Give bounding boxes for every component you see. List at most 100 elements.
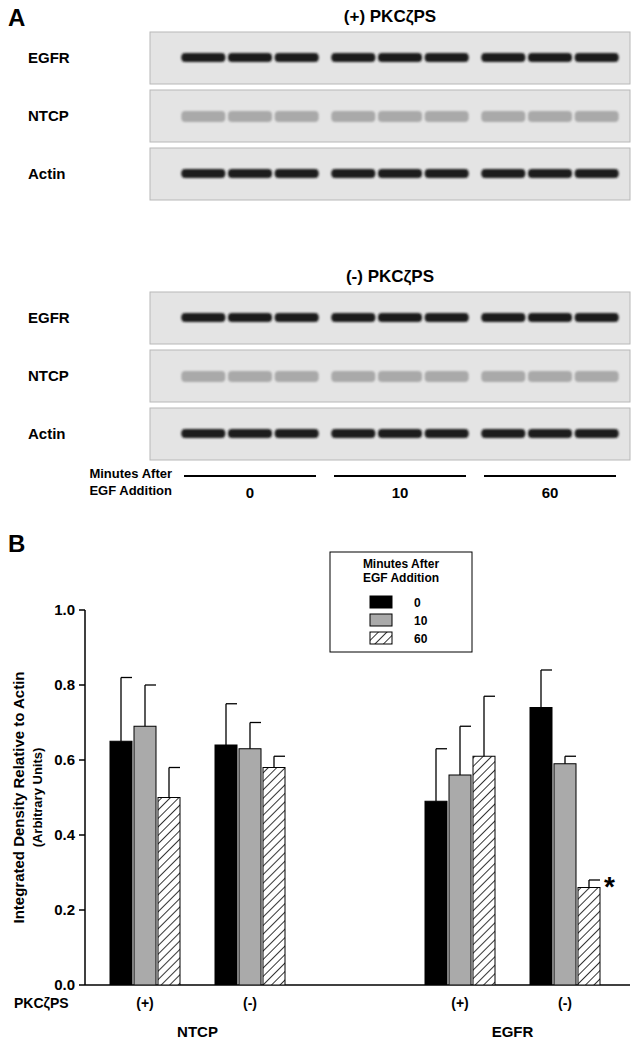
blot-band <box>575 111 619 122</box>
blot-band <box>275 111 319 122</box>
bar <box>110 741 132 985</box>
blot-band <box>228 371 272 382</box>
legend-swatch <box>370 596 392 608</box>
bar <box>578 888 600 986</box>
error-stem <box>120 678 121 742</box>
blot-band <box>331 371 375 382</box>
blot-band <box>181 371 225 382</box>
time-axis-label: Minutes AfterEGF Addition <box>89 466 172 498</box>
blot-band <box>275 429 319 438</box>
error-bar <box>250 723 261 749</box>
error-bar <box>145 685 156 726</box>
error-bar <box>436 749 447 802</box>
error-cap <box>541 669 552 670</box>
blot-band <box>275 53 319 62</box>
blot-band <box>228 313 272 322</box>
blot-row-label: NTCP <box>28 107 69 124</box>
blot-band <box>481 53 525 62</box>
bar <box>473 756 495 985</box>
blot-band <box>425 111 469 122</box>
blot-band <box>331 429 375 438</box>
blot-band <box>228 53 272 62</box>
error-stem <box>249 723 250 749</box>
time-axis-label-line: Minutes After <box>89 466 172 481</box>
error-bar <box>274 756 285 767</box>
blot-band <box>331 111 375 122</box>
legend-title: Minutes AfterEGF Addition <box>363 557 440 585</box>
blot-band <box>425 53 469 62</box>
time-group-label: 0 <box>246 484 254 501</box>
blot-band <box>181 429 225 438</box>
blot-band <box>331 169 375 178</box>
blot-band <box>181 313 225 322</box>
error-cap <box>460 726 471 727</box>
x-tick-label: (+) <box>451 995 469 1011</box>
bar <box>239 749 261 985</box>
blot-band <box>575 429 619 438</box>
x-tick-label: (+) <box>136 995 154 1011</box>
y-tick <box>79 909 85 911</box>
error-stem <box>483 696 484 756</box>
y-tick <box>79 759 85 761</box>
blot-band <box>378 313 422 322</box>
blot-band <box>425 429 469 438</box>
error-stem <box>168 768 169 798</box>
blot-row-label: EGFR <box>28 309 70 326</box>
blot-band <box>228 111 272 122</box>
blot-band <box>378 53 422 62</box>
blot-band <box>481 313 525 322</box>
error-stem <box>435 749 436 802</box>
y-axis-label: Integrated Density Relative to Actin <box>10 672 27 924</box>
blot-band <box>181 53 225 62</box>
error-cap <box>226 703 237 704</box>
blot-band <box>378 371 422 382</box>
blot-band <box>528 169 572 178</box>
legend-box <box>330 552 472 652</box>
blot-title: (+) PKCζPS <box>344 7 436 26</box>
figure: A(+) PKCζPSEGFRNTCPActin(-) PKCζPSEGFRNT… <box>0 0 640 1050</box>
blot-band <box>575 169 619 178</box>
blot-band <box>425 313 469 322</box>
blot-strip <box>150 292 630 344</box>
blot-strip <box>150 408 630 460</box>
panel-label: A <box>8 4 25 31</box>
y-tick-label: 0.6 <box>54 751 75 768</box>
error-cap <box>565 756 576 757</box>
blot-band <box>528 111 572 122</box>
error-cap <box>145 684 156 685</box>
blot-band <box>378 429 422 438</box>
error-cap <box>589 879 600 880</box>
blot-band <box>575 313 619 322</box>
blot-band <box>528 313 572 322</box>
blot-band <box>425 169 469 178</box>
blot-band <box>181 169 225 178</box>
error-stem <box>540 670 541 708</box>
error-bar <box>541 670 552 708</box>
x-tick-label: (-) <box>243 995 257 1011</box>
bars <box>110 670 600 985</box>
error-cap <box>436 748 447 749</box>
time-group-line <box>484 475 616 477</box>
blot-band <box>275 313 319 322</box>
blot-strip <box>150 350 630 402</box>
bar <box>263 768 285 986</box>
bar <box>425 801 447 985</box>
blot-band <box>575 53 619 62</box>
legend-label: 0 <box>414 596 421 610</box>
blot-strip <box>150 32 630 84</box>
blot-band <box>275 169 319 178</box>
blot-band <box>575 371 619 382</box>
blot-band <box>331 53 375 62</box>
y-tick-label: 0.4 <box>54 826 76 843</box>
bar <box>158 798 180 986</box>
category-row-label: PKCζPS <box>14 995 69 1011</box>
legend-title-line: Minutes After <box>363 557 440 571</box>
blot-band <box>378 111 422 122</box>
blot-row-label: NTCP <box>28 367 69 384</box>
error-stem <box>564 756 565 764</box>
y-tick-label: 0.8 <box>54 676 75 693</box>
y-axis-label: (Arbitrary Units) <box>30 748 45 848</box>
error-stem <box>459 726 460 775</box>
y-axis <box>84 610 86 985</box>
y-tick-label: 0.2 <box>54 901 75 918</box>
